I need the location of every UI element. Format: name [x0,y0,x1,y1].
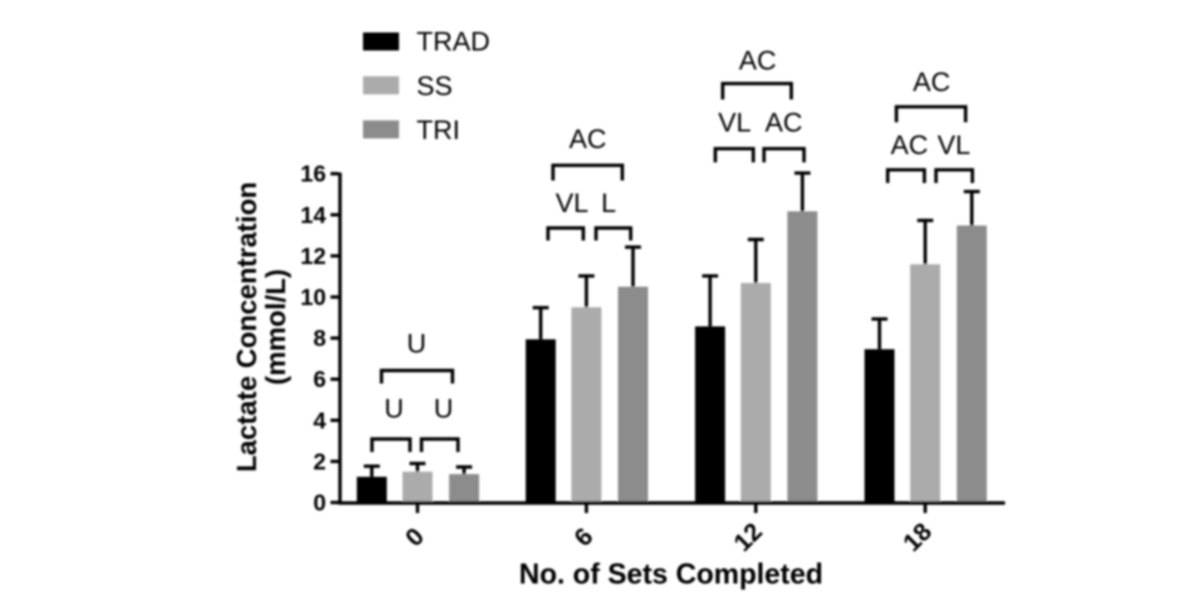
svg-text:TRAD: TRAD [417,26,491,56]
svg-text:14: 14 [300,202,326,228]
svg-text:VL: VL [937,130,970,160]
svg-text:4: 4 [313,407,326,433]
svg-text:16: 16 [300,161,326,187]
svg-text:10: 10 [300,284,326,310]
svg-text:12: 12 [300,243,326,269]
svg-text:2: 2 [313,448,326,474]
svg-text:AC: AC [913,67,951,97]
svg-text:AC: AC [569,124,607,154]
svg-text:U: U [384,394,404,424]
svg-text:AC: AC [739,46,777,76]
svg-text:U: U [434,394,454,424]
svg-text:AC: AC [891,130,929,160]
svg-text:VL: VL [718,107,751,137]
svg-text:0: 0 [313,490,326,516]
svg-text:8: 8 [313,325,326,351]
svg-text:(mmol/L): (mmol/L) [260,269,291,385]
svg-text:SS: SS [417,71,453,101]
svg-text:U: U [407,329,427,359]
svg-text:6: 6 [313,366,326,392]
svg-text:AC: AC [765,107,803,137]
svg-text:VL: VL [555,188,588,218]
svg-text:No. of Sets Completed: No. of Sets Completed [519,559,823,591]
svg-text:Lactate Concentration: Lactate Concentration [231,182,262,472]
svg-text:L: L [601,188,616,218]
svg-text:TRI: TRI [417,115,461,145]
